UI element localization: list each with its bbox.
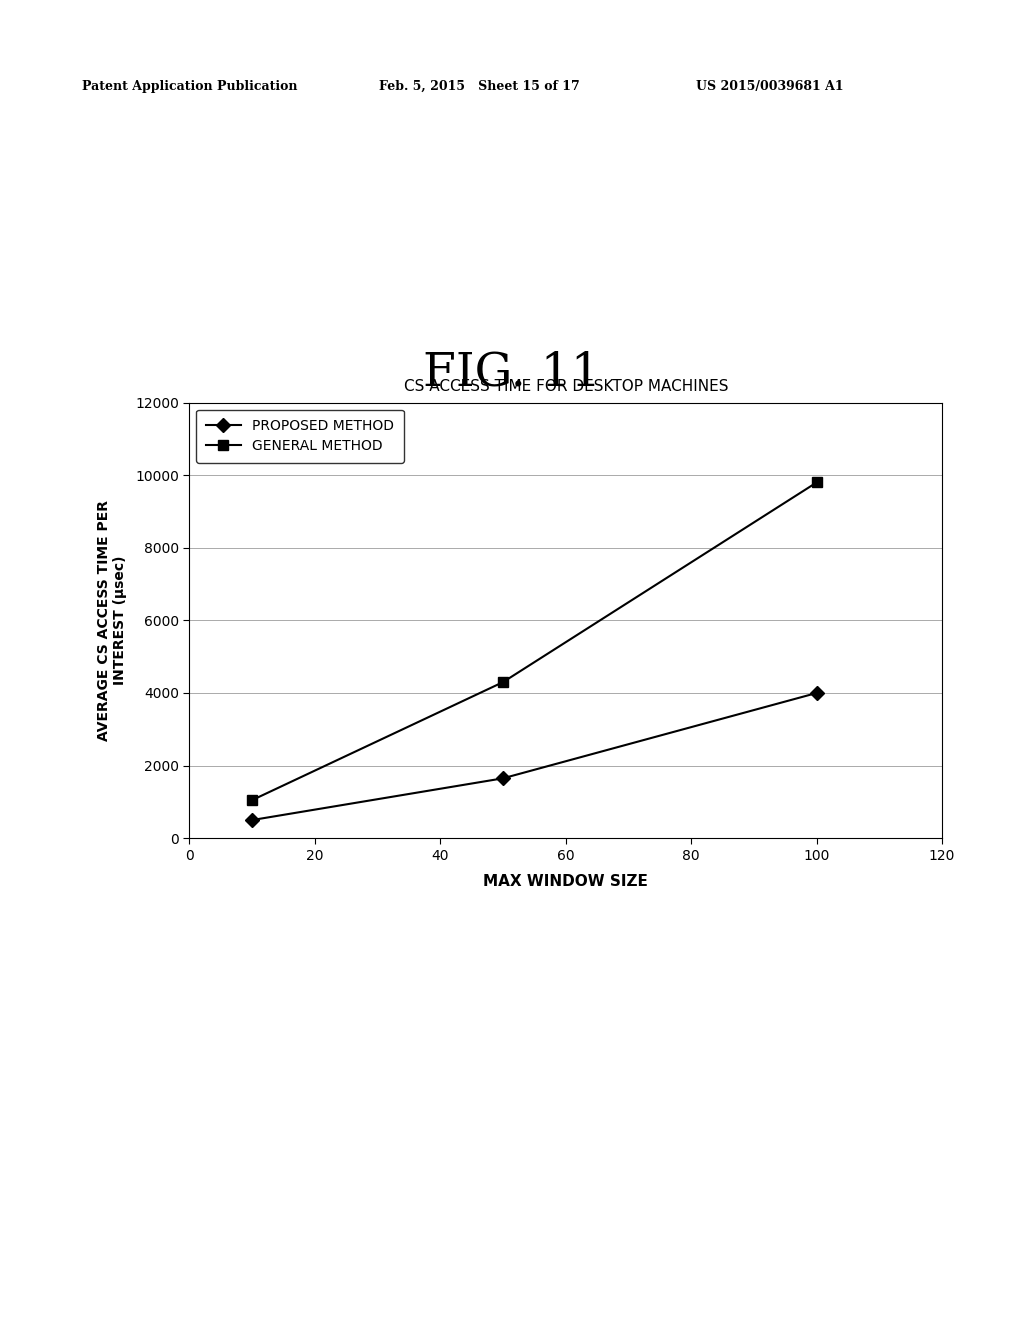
Line: GENERAL METHOD: GENERAL METHOD (248, 478, 821, 805)
Text: Feb. 5, 2015   Sheet 15 of 17: Feb. 5, 2015 Sheet 15 of 17 (379, 81, 580, 92)
Text: FIG. 11: FIG. 11 (423, 350, 601, 395)
X-axis label: MAX WINDOW SIZE: MAX WINDOW SIZE (483, 874, 648, 888)
PROPOSED METHOD (497, 771, 509, 787)
Line: PROPOSED METHOD: PROPOSED METHOD (248, 688, 821, 825)
GENERAL METHOD (811, 475, 823, 491)
GENERAL METHOD (246, 792, 258, 808)
Y-axis label: AVERAGE CS ACCESS TIME PER
INTEREST (μsec): AVERAGE CS ACCESS TIME PER INTEREST (μse… (96, 500, 127, 741)
PROPOSED METHOD (811, 685, 823, 701)
Legend: PROPOSED METHOD, GENERAL METHOD: PROPOSED METHOD, GENERAL METHOD (197, 409, 403, 462)
Title: CS ACCESS TIME FOR DESKTOP MACHINES: CS ACCESS TIME FOR DESKTOP MACHINES (403, 379, 728, 395)
GENERAL METHOD (497, 675, 509, 690)
PROPOSED METHOD (246, 812, 258, 828)
Text: US 2015/0039681 A1: US 2015/0039681 A1 (696, 81, 844, 92)
Text: Patent Application Publication: Patent Application Publication (82, 81, 297, 92)
